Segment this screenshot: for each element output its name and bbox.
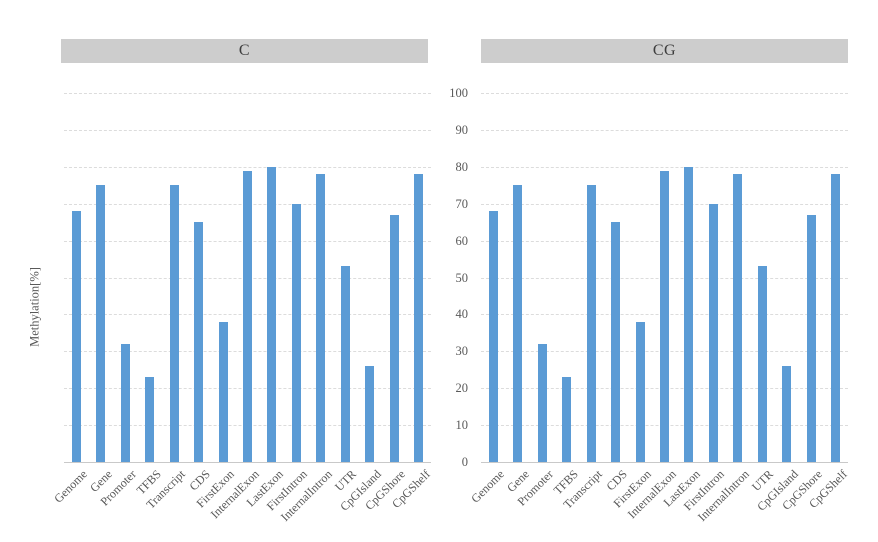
- panel-header-c: C: [61, 39, 428, 63]
- bar-internalexon: [660, 170, 669, 462]
- y-tick-60: 60: [455, 233, 469, 248]
- gridline-90: [64, 129, 431, 131]
- bar-genome: [71, 211, 81, 462]
- y-tick-10: 10: [455, 418, 469, 433]
- bar-gene: [96, 185, 106, 462]
- bar-utr: [757, 266, 767, 462]
- bar-cpgshelf: [831, 174, 841, 462]
- gridline-90: [481, 129, 848, 131]
- bar-firstintron: [291, 203, 301, 462]
- gridline-100: [481, 93, 848, 94]
- bar-firstexon: [635, 321, 645, 462]
- bar-promoter: [120, 343, 130, 462]
- y-tick-80: 80: [455, 159, 469, 174]
- y-tick-40: 40: [455, 307, 469, 322]
- bar-cds: [611, 222, 621, 462]
- bar-firstintron: [708, 203, 718, 462]
- gridline-80: [481, 166, 848, 168]
- bar-cpgshore: [389, 214, 399, 462]
- bar-cpgisland: [782, 366, 792, 462]
- y-tick-0: 0: [461, 455, 468, 469]
- bar-utr: [340, 266, 350, 462]
- bar-genome: [488, 211, 498, 462]
- bar-lastexon: [267, 166, 277, 462]
- bar-transcript: [586, 185, 596, 462]
- bar-internalexon: [243, 170, 252, 462]
- y-tick-100: 100: [449, 86, 468, 100]
- bar-gene: [513, 185, 523, 462]
- bar-lastexon: [684, 166, 694, 462]
- y-axis-title: Methylation[%]: [27, 267, 42, 347]
- y-tick-30: 30: [455, 344, 469, 359]
- gridline-100: [64, 93, 431, 94]
- bar-plot-c: Genome Gene Promoter TFBS Transcript CDS First…: [51, 93, 433, 524]
- gridline-80: [64, 166, 431, 168]
- y-tick-90: 90: [455, 122, 469, 137]
- bar-firstexon: [218, 321, 228, 462]
- panel-header-cg: CG: [481, 39, 848, 63]
- bar-promoter: [537, 343, 547, 462]
- bar-cpgshelf: [414, 174, 424, 462]
- bar-cpgisland: [365, 366, 375, 462]
- bar-transcript: [169, 185, 179, 462]
- bar-internalintron: [316, 174, 326, 462]
- bar-internalintron: [733, 174, 743, 462]
- bar-cds: [194, 222, 204, 462]
- y-tick-20: 20: [455, 381, 469, 396]
- bar-tfbs: [145, 377, 155, 462]
- bar-cpgshore: [806, 214, 816, 462]
- y-tick-70: 70: [455, 196, 469, 211]
- bar-plot-cg: Genome Gene Promoter TFBS Transcript CDS First…: [468, 93, 850, 524]
- bar-tfbs: [562, 377, 572, 462]
- y-tick-50: 50: [455, 270, 469, 285]
